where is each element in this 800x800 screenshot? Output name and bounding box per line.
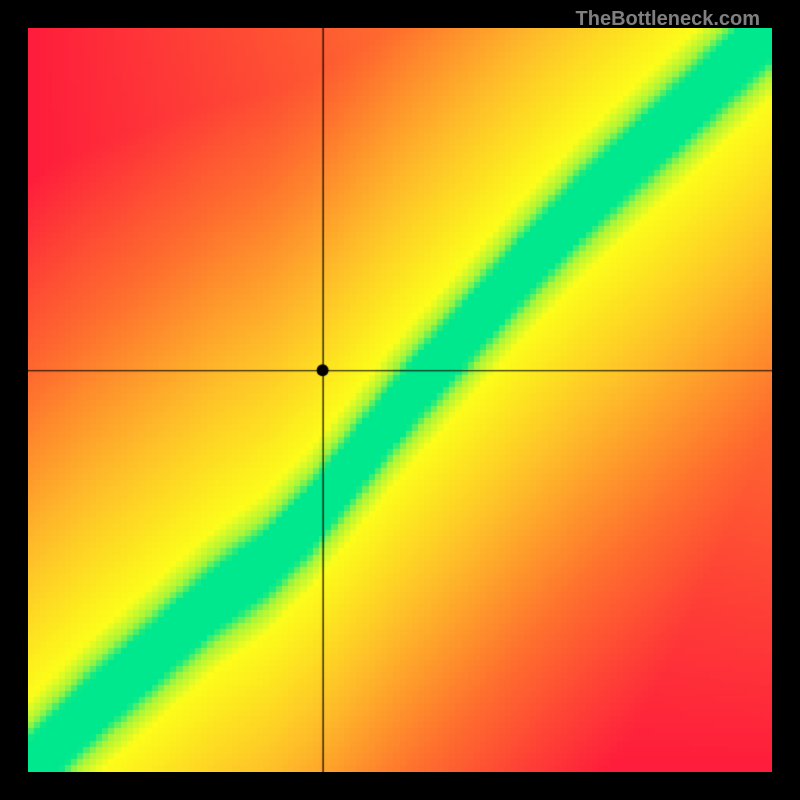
chart-container: TheBottleneck.com — [0, 0, 800, 800]
bottleneck-heatmap-canvas — [28, 28, 772, 772]
watermark-text: TheBottleneck.com — [576, 8, 760, 31]
